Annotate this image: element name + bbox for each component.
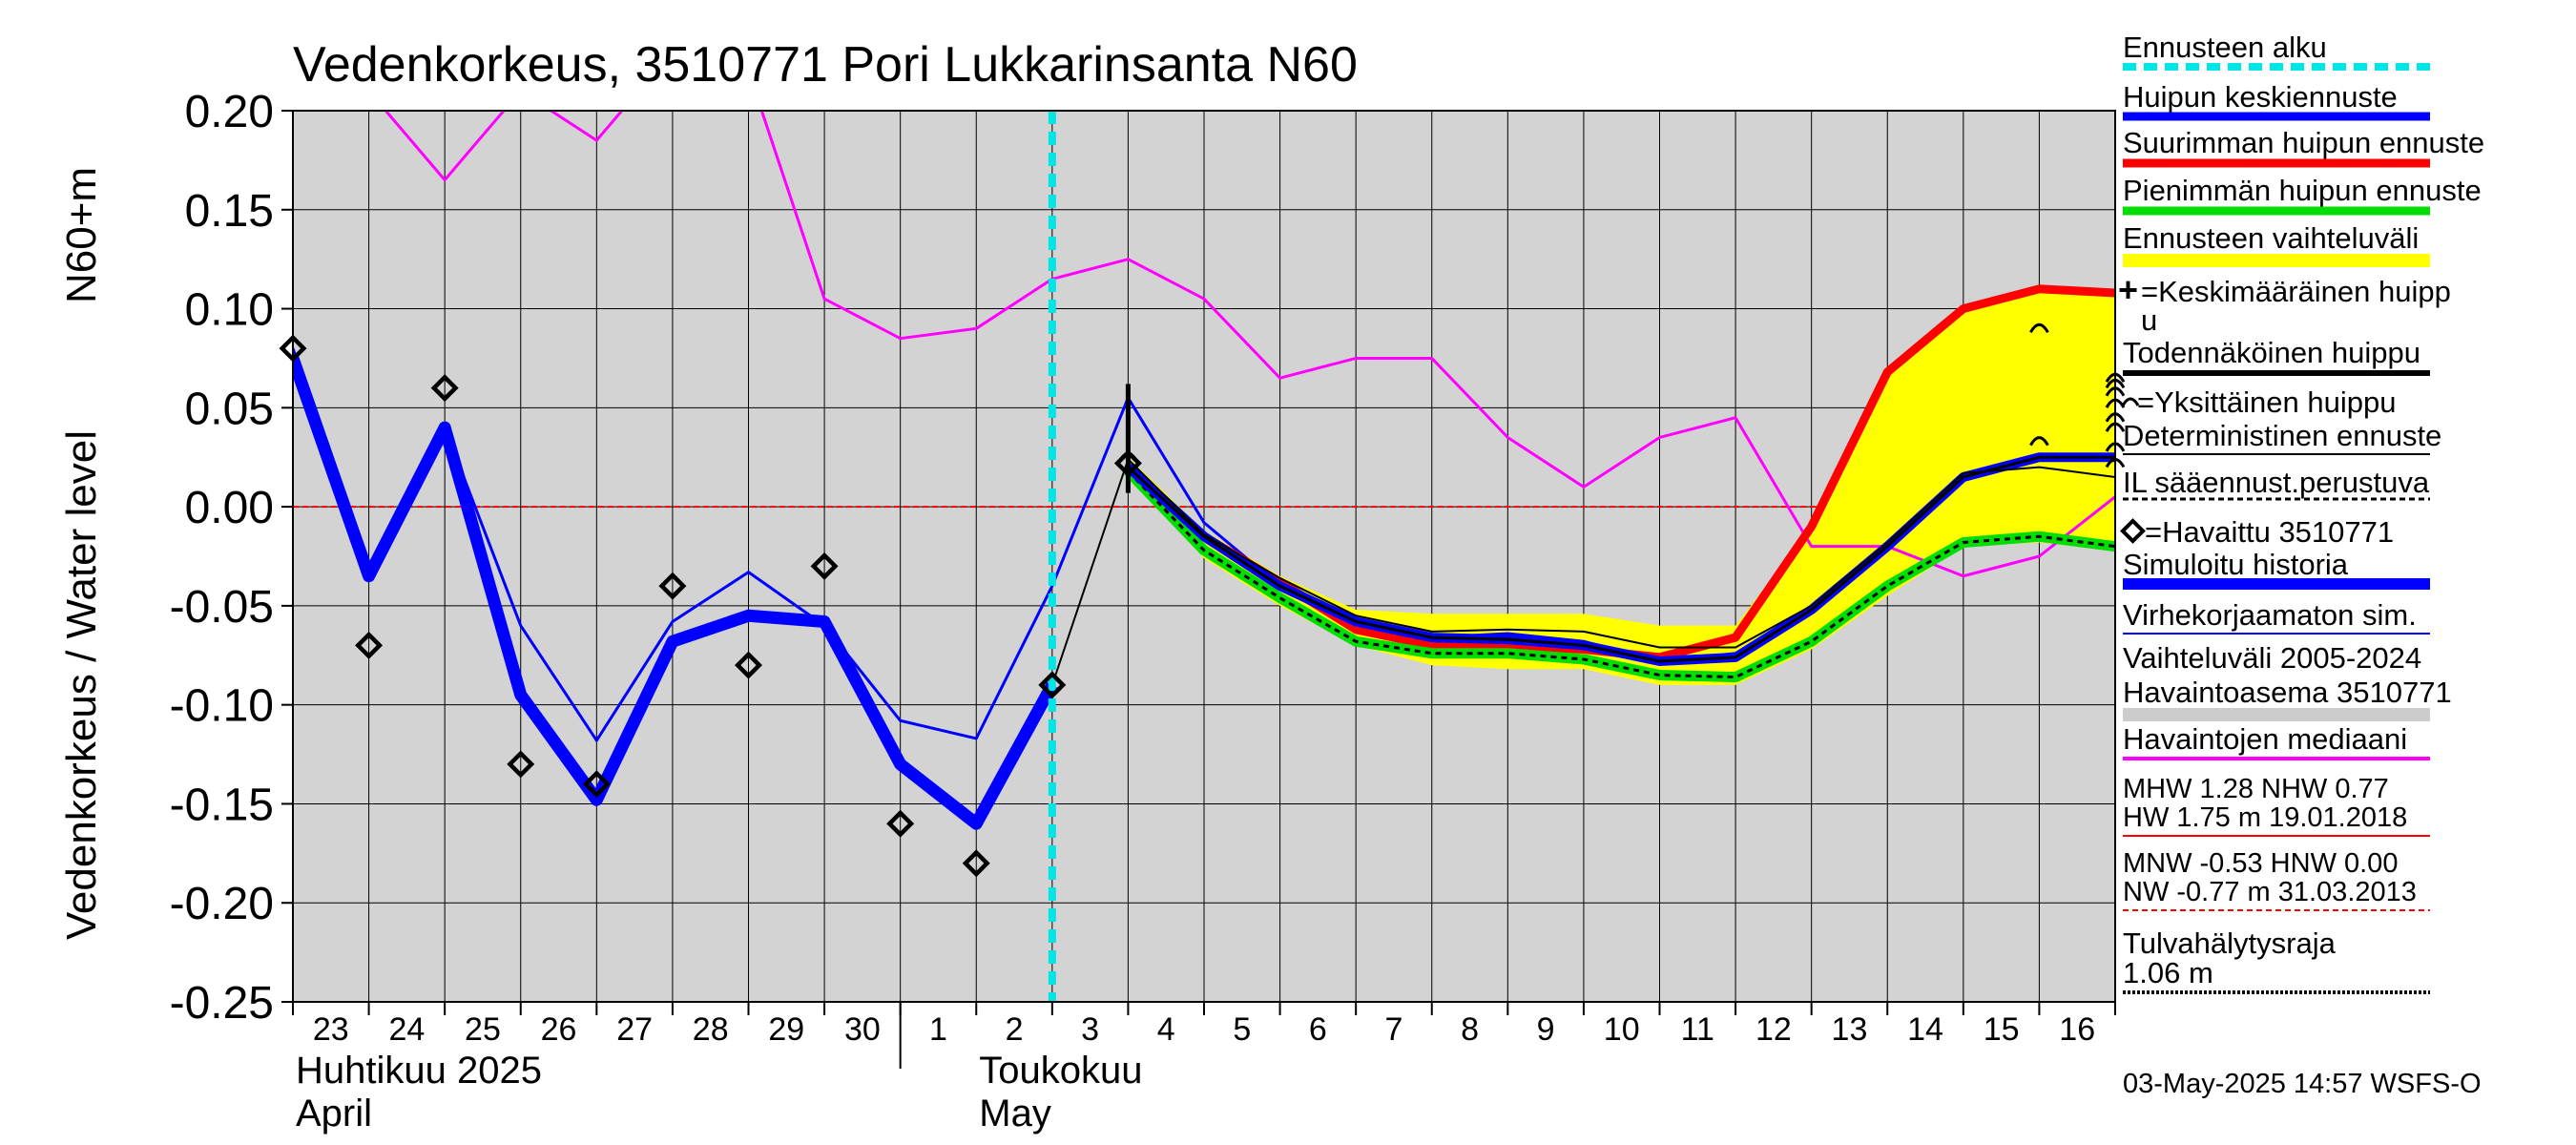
observation-point	[1038, 671, 1067, 699]
x-tick-label: 16	[2059, 1011, 2095, 1048]
legend-deterministic: Deterministinen ennuste	[2123, 419, 2441, 452]
legend-single-peak: =Yksittäinen huippu	[2137, 385, 2396, 419]
x-tick-label: 14	[1907, 1011, 1943, 1048]
observation-point	[735, 651, 762, 679]
legend: Ennusteen alku Huipun keskiennuste Suuri…	[2118, 31, 2484, 994]
x-tick-label: 28	[693, 1011, 729, 1048]
x-tick-label: 25	[465, 1011, 501, 1048]
legend-range: Ennusteen vaihteluväli	[2123, 221, 2419, 255]
legend-variation-line2: Havaintoasema 3510771	[2123, 676, 2452, 709]
forecast-range-band	[1128, 288, 2115, 685]
y-tick-label: 0.20	[185, 87, 274, 137]
legend-single-peak-icon	[2121, 397, 2140, 406]
forecast-range-area	[1128, 288, 2115, 685]
month-label-fi: Toukokuu	[979, 1050, 1142, 1092]
y-axis-label: Vedenkorkeus / Water level	[58, 430, 105, 940]
x-tick-label: 9	[1537, 1011, 1555, 1048]
legend-mhw-line2: HW 1.75 m 19.01.2018	[2123, 802, 2407, 833]
legend-peak-mean: Huipun keskiennuste	[2123, 80, 2398, 114]
x-tick-label: 24	[388, 1011, 425, 1048]
legend-variation-line1: Vaihteluväli 2005-2024	[2123, 641, 2421, 675]
y-axis-unit-label: N60+m	[58, 167, 105, 303]
x-tick-label: 2	[1006, 1011, 1024, 1048]
series-lines	[293, 111, 2115, 1002]
y-tick-label: -0.05	[170, 582, 274, 633]
x-tick-label: 8	[1461, 1011, 1479, 1048]
chart-title: Vedenkorkeus, 3510771 Pori Lukkarinsanta…	[293, 37, 1358, 93]
month-label-en: May	[979, 1093, 1051, 1135]
x-tick-label: 26	[541, 1011, 577, 1048]
series-likely-peak-line	[1127, 455, 2115, 663]
x-tick-label: 12	[1755, 1011, 1792, 1048]
x-tick-label: 23	[313, 1011, 349, 1048]
x-tick-label: 29	[768, 1011, 804, 1048]
series-deterministinen-ennuste	[1050, 458, 2115, 686]
legend-median: Havaintojen mediaani	[2123, 722, 2407, 756]
legend-mnw-line1: MNW -0.53 HNW 0.00	[2123, 848, 2398, 879]
legend-mhw-line1: MHW 1.28 NHW 0.77	[2123, 774, 2389, 804]
legend-flood-line2: 1.06 m	[2123, 956, 2213, 989]
series-pienimm-n-huipun-ennuste-dash	[1127, 469, 2115, 679]
observation-point	[886, 809, 915, 838]
x-tick-label: 11	[1681, 1011, 1714, 1048]
timestamp: 03-May-2025 14:57 WSFS-O	[2123, 1069, 2482, 1099]
single-peak-marker	[2029, 436, 2049, 447]
observation-point	[658, 572, 687, 600]
legend-uncorrected: Virhekorjaamaton sim.	[2123, 598, 2417, 632]
legend-il-basis: IL sääennust.perustuva	[2123, 466, 2430, 499]
observation-point	[279, 334, 307, 363]
observation-point	[962, 849, 990, 878]
observation-point	[507, 750, 535, 779]
series-havaintojen-mediaani	[384, 111, 2115, 578]
series-virhekorjaamaton-sim-	[293, 347, 1736, 742]
legend-mean-peak-plus-icon: +	[2118, 270, 2138, 309]
observation-point	[430, 374, 459, 403]
legend-variation-swatch	[2123, 708, 2430, 721]
x-tick-label: 15	[1984, 1011, 2020, 1048]
legend-observed: =Havaittu 3510771	[2145, 515, 2394, 549]
x-tick-label: 13	[1832, 1011, 1868, 1048]
x-tick-label: 4	[1157, 1011, 1175, 1048]
y-tick-label: -0.10	[170, 681, 274, 732]
month-label-en: April	[296, 1093, 372, 1135]
legend-mnw-line2: NW -0.77 m 31.03.2013	[2123, 877, 2417, 907]
legend-peak-max: Suurimman huipun ennuste	[2123, 126, 2484, 159]
series-simuloitu-historia	[293, 356, 1058, 830]
observation-point	[355, 631, 384, 659]
legend-peak-min: Pienimmän huipun ennuste	[2123, 174, 2482, 207]
axes: 0.20 0.15 0.10 0.05 0.00 -0.05 -0.10 -0.15 -0.20…	[170, 87, 2116, 1135]
x-tick-label: 10	[1604, 1011, 1640, 1048]
y-tick-label: -0.20	[170, 879, 274, 929]
y-tick-label: -0.25	[170, 978, 274, 1029]
legend-likely-peak: Todennäköinen huippu	[2123, 336, 2420, 369]
legend-flood-line1: Tulvahälytysraja	[2123, 926, 2337, 960]
y-tick-label: 0.10	[185, 285, 274, 336]
single-peak-marker	[2029, 323, 2049, 334]
y-tick-label: 0.15	[185, 186, 274, 237]
x-tick-label: 3	[1081, 1011, 1099, 1048]
x-tick-label: 7	[1384, 1011, 1402, 1048]
x-tick-label: 30	[844, 1011, 881, 1048]
legend-mean-peak-line2: u	[2141, 303, 2157, 337]
x-tick-label: 5	[1233, 1011, 1251, 1048]
legend-sim-history: Simuloitu historia	[2123, 548, 2349, 581]
legend-forecast-start: Ennusteen alku	[2123, 31, 2327, 64]
x-tick-label: 27	[616, 1011, 653, 1048]
legend-range-swatch	[2123, 254, 2430, 267]
x-tick-label: 1	[929, 1011, 947, 1048]
legend-observed-diamond-icon	[2120, 518, 2146, 544]
month-label-fi: Huhtikuu 2025	[296, 1050, 542, 1092]
observation-point	[810, 552, 839, 580]
y-tick-label: 0.00	[185, 483, 274, 533]
markers	[279, 323, 2126, 878]
legend-mean-peak-line1: =Keskimääräinen huipp	[2141, 275, 2451, 308]
y-tick-label: 0.05	[185, 384, 274, 434]
x-tick-label: 6	[1309, 1011, 1327, 1048]
observation-point	[582, 770, 611, 799]
y-tick-label: -0.15	[170, 780, 274, 830]
